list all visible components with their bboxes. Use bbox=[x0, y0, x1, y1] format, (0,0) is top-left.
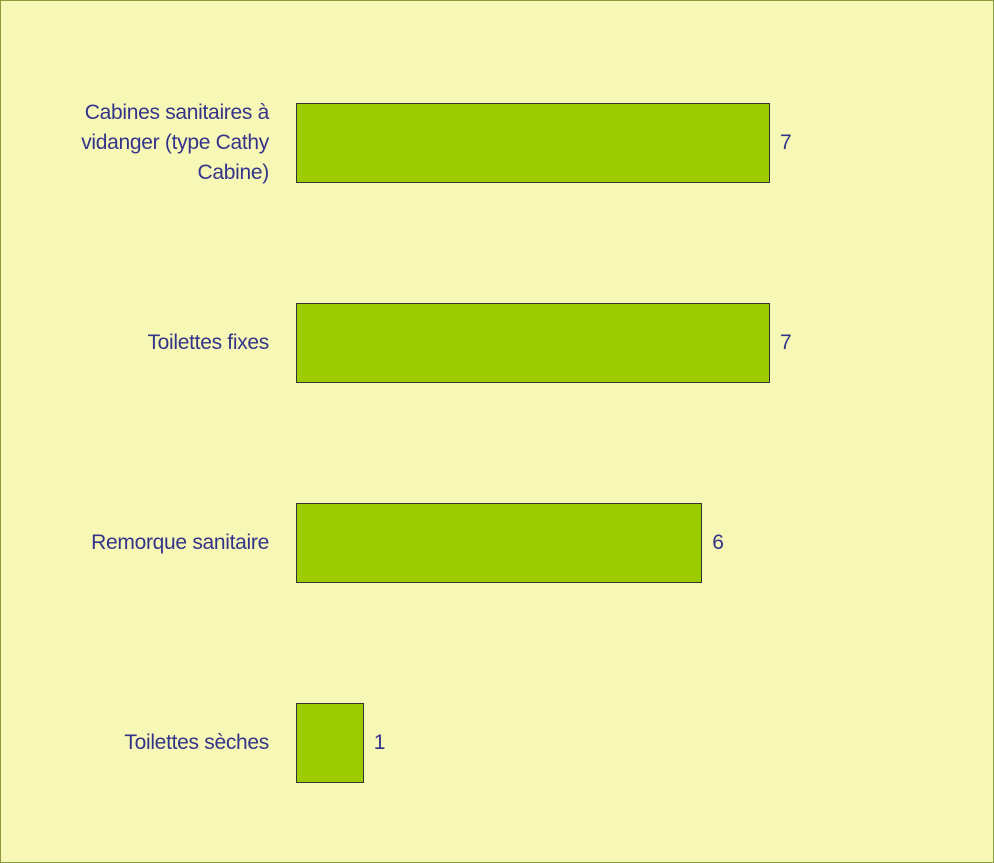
value-label: 6 bbox=[712, 531, 724, 554]
category-label: Remorque sanitaire bbox=[91, 531, 269, 554]
bar bbox=[296, 103, 770, 183]
value-label: 7 bbox=[780, 131, 792, 154]
value-label: 1 bbox=[373, 731, 386, 754]
bar bbox=[296, 703, 364, 783]
value-label: 7 bbox=[780, 331, 792, 354]
bar bbox=[296, 503, 703, 583]
category-label: Cabines sanitaires à vidanger (type Cath… bbox=[81, 101, 269, 184]
category-label: Toilettes fixes bbox=[147, 331, 269, 354]
bar bbox=[296, 303, 770, 383]
category-label: Toilettes sèches bbox=[124, 731, 269, 754]
